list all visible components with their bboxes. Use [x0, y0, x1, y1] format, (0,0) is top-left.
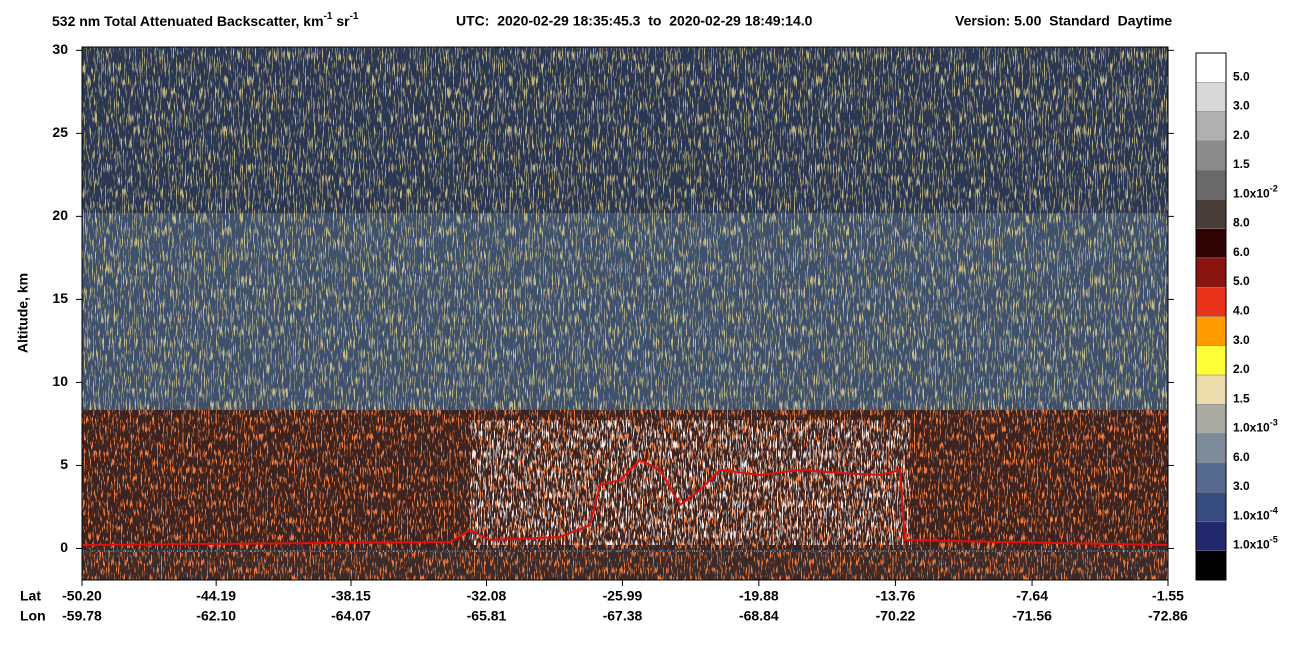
colorbar-swatch — [1195, 52, 1227, 83]
lon-tick-label: -68.84 — [739, 608, 779, 624]
lon-tick-label: -62.10 — [196, 608, 236, 624]
colorbar-label-text: 5.0 — [1233, 69, 1250, 83]
colorbar-label: 1.5 — [1233, 157, 1250, 171]
x-tick-label: -1.55 — [1152, 588, 1184, 604]
x-tick-label: -32.08 — [467, 588, 507, 604]
colorbar-label-text: 1.0x10 — [1233, 509, 1270, 523]
title-main: 532 nm Total Attenuated Backscatter, km — [52, 13, 324, 29]
colorbar-swatch — [1195, 521, 1227, 551]
colorbar-label-text: 5.0 — [1233, 274, 1250, 288]
colorbar-swatch — [1195, 82, 1227, 112]
colorbar-label-exponent: -2 — [1270, 184, 1278, 194]
colorbar-label: 1.5 — [1233, 392, 1250, 406]
colorbar-label-text: 3.0 — [1233, 479, 1250, 493]
colorbar-label-text: 6.0 — [1233, 450, 1250, 464]
x-tick-label: -25.99 — [603, 588, 643, 604]
colorbar-swatch — [1195, 491, 1227, 522]
colorbar-label: 3.0 — [1233, 479, 1250, 493]
plot-frame — [81, 46, 1169, 581]
colorbar-label-text: 6.0 — [1233, 245, 1250, 259]
title-unit: sr — [332, 13, 350, 29]
colorbar-swatch — [1195, 433, 1227, 464]
colorbar-label-text: 1.0x10 — [1233, 187, 1270, 201]
colorbar-label: 3.0 — [1233, 99, 1250, 113]
colorbar-label-text: 1.5 — [1233, 157, 1250, 171]
colorbar-label-text: 1.5 — [1233, 392, 1250, 406]
lon-tick-label: -59.78 — [62, 608, 102, 624]
y-tick-label: 20 — [52, 207, 68, 223]
lon-label: Lon — [20, 608, 46, 624]
colorbar-swatch — [1195, 199, 1227, 229]
colorbar-label-exponent: -5 — [1270, 535, 1278, 545]
colorbar-swatch — [1195, 550, 1227, 581]
y-tick-label: 5 — [60, 456, 68, 472]
y-tick-label: 15 — [52, 290, 68, 306]
x-tick-label: -38.15 — [331, 588, 371, 604]
colorbar-swatch — [1195, 228, 1227, 259]
version: Version: 5.00 Standard Daytime — [955, 13, 1172, 29]
colorbar-label-text: 8.0 — [1233, 216, 1250, 230]
lon-tick-label: -64.07 — [331, 608, 371, 624]
y-tick-label: 25 — [52, 124, 68, 140]
colorbar-label-text: 4.0 — [1233, 304, 1250, 318]
colorbar-swatch — [1195, 111, 1227, 142]
colorbar-swatch — [1195, 257, 1227, 288]
x-tick-label: -19.88 — [739, 588, 779, 604]
colorbar-label: 4.0 — [1233, 304, 1250, 318]
colorbar-label: 2.0 — [1233, 128, 1250, 142]
utc-range: UTC: 2020-02-29 18:35:45.3 to 2020-02-29… — [456, 13, 813, 29]
title-exponent: -1 — [324, 11, 333, 22]
colorbar-label: 5.0 — [1233, 274, 1250, 288]
backscatter-image — [81, 47, 1169, 580]
colorbar-label-exponent: -3 — [1270, 418, 1278, 428]
colorbar-swatch — [1195, 140, 1227, 171]
y-axis-label: Altitude, km — [15, 273, 31, 353]
colorbar-label: 1.0x10-5 — [1233, 535, 1278, 552]
colorbar-label: 6.0 — [1233, 450, 1250, 464]
colorbar-label: 1.0x10-4 — [1233, 506, 1278, 523]
colorbar-swatch — [1195, 286, 1227, 317]
lon-tick-label: -72.86 — [1148, 608, 1188, 624]
lon-tick-label: -71.56 — [1012, 608, 1052, 624]
lon-tick-label: -70.22 — [876, 608, 916, 624]
colorbar-swatch — [1195, 404, 1227, 434]
y-tick-label: 0 — [60, 539, 68, 555]
colorbar-label: 6.0 — [1233, 245, 1250, 259]
x-tick-label: -44.19 — [196, 588, 236, 604]
colorbar-label: 1.0x10-2 — [1233, 184, 1278, 201]
colorbar-label: 8.0 — [1233, 216, 1250, 230]
colorbar-label-text: 1.0x10 — [1233, 421, 1270, 435]
colorbar-swatch — [1195, 374, 1227, 405]
y-tick-label: 30 — [52, 41, 68, 57]
colorbar-label-text: 1.0x10 — [1233, 538, 1270, 552]
colorbar-label-text: 2.0 — [1233, 362, 1250, 376]
colorbar-label: 3.0 — [1233, 333, 1250, 347]
colorbar-swatch — [1195, 316, 1227, 347]
colorbar-swatch — [1195, 169, 1227, 200]
lon-tick-label: -67.38 — [603, 608, 643, 624]
x-tick-label: -13.76 — [876, 588, 916, 604]
x-tick-label: -50.20 — [62, 588, 102, 604]
lat-label: Lat — [20, 588, 41, 604]
colorbar-swatch — [1195, 462, 1227, 493]
title-exponent: -1 — [350, 11, 359, 22]
lon-tick-label: -65.81 — [467, 608, 507, 624]
chart-title: 532 nm Total Attenuated Backscatter, km-… — [52, 11, 359, 29]
colorbar-label: 5.0 — [1233, 69, 1250, 83]
colorbar-swatch — [1195, 345, 1227, 376]
colorbar-label-text: 2.0 — [1233, 128, 1250, 142]
colorbar-frame — [1195, 52, 1227, 581]
y-tick-label: 10 — [52, 373, 68, 389]
x-tick-label: -7.64 — [1016, 588, 1048, 604]
colorbar-label-text: 3.0 — [1233, 333, 1250, 347]
colorbar-label-text: 3.0 — [1233, 99, 1250, 113]
colorbar-label-exponent: -4 — [1270, 506, 1278, 516]
colorbar-label: 1.0x10-3 — [1233, 418, 1278, 435]
colorbar-label: 2.0 — [1233, 362, 1250, 376]
